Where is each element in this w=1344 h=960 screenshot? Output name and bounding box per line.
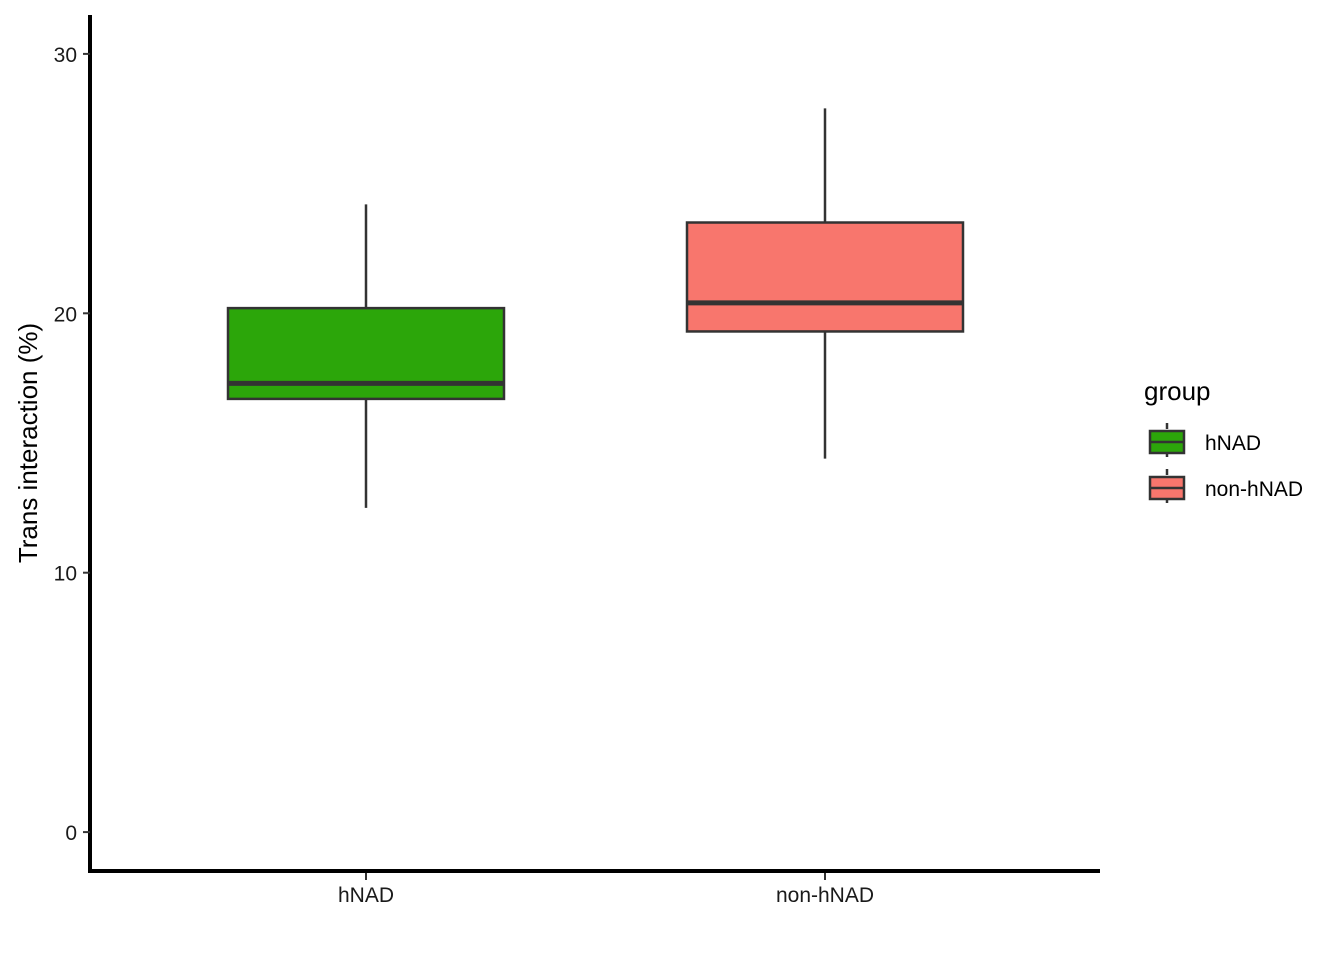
x-axis-ticks: hNAD non-hNAD [338, 873, 874, 907]
legend-label: hNAD [1205, 432, 1261, 455]
legend-label: non-hNAD [1205, 478, 1303, 501]
y-tick-label: 10 [54, 563, 77, 586]
y-tick-label: 20 [54, 303, 77, 326]
y-axis-title: Trans interaction (%) [13, 323, 43, 563]
plot-area [226, 108, 965, 508]
legend-entries: hNAD non-hNAD [1148, 423, 1303, 507]
legend-title: group [1144, 376, 1211, 406]
box-hnad [226, 204, 506, 508]
x-tick-label: non-hNAD [776, 884, 874, 907]
legend-entry: hNAD [1148, 423, 1261, 461]
y-tick-label: 0 [65, 822, 77, 845]
legend-entry: non-hNAD [1148, 469, 1303, 507]
y-tick-label: 30 [54, 44, 77, 67]
x-tick-label: hNAD [338, 884, 394, 907]
box-non-hnad [685, 108, 965, 459]
legend: group hNAD non-hNAD [1144, 376, 1303, 507]
y-axis-ticks: 0 10 20 30 [54, 44, 90, 845]
box-iqr [685, 221, 965, 333]
axes: 0 10 20 30 hNAD non-hNAD [54, 15, 1100, 907]
